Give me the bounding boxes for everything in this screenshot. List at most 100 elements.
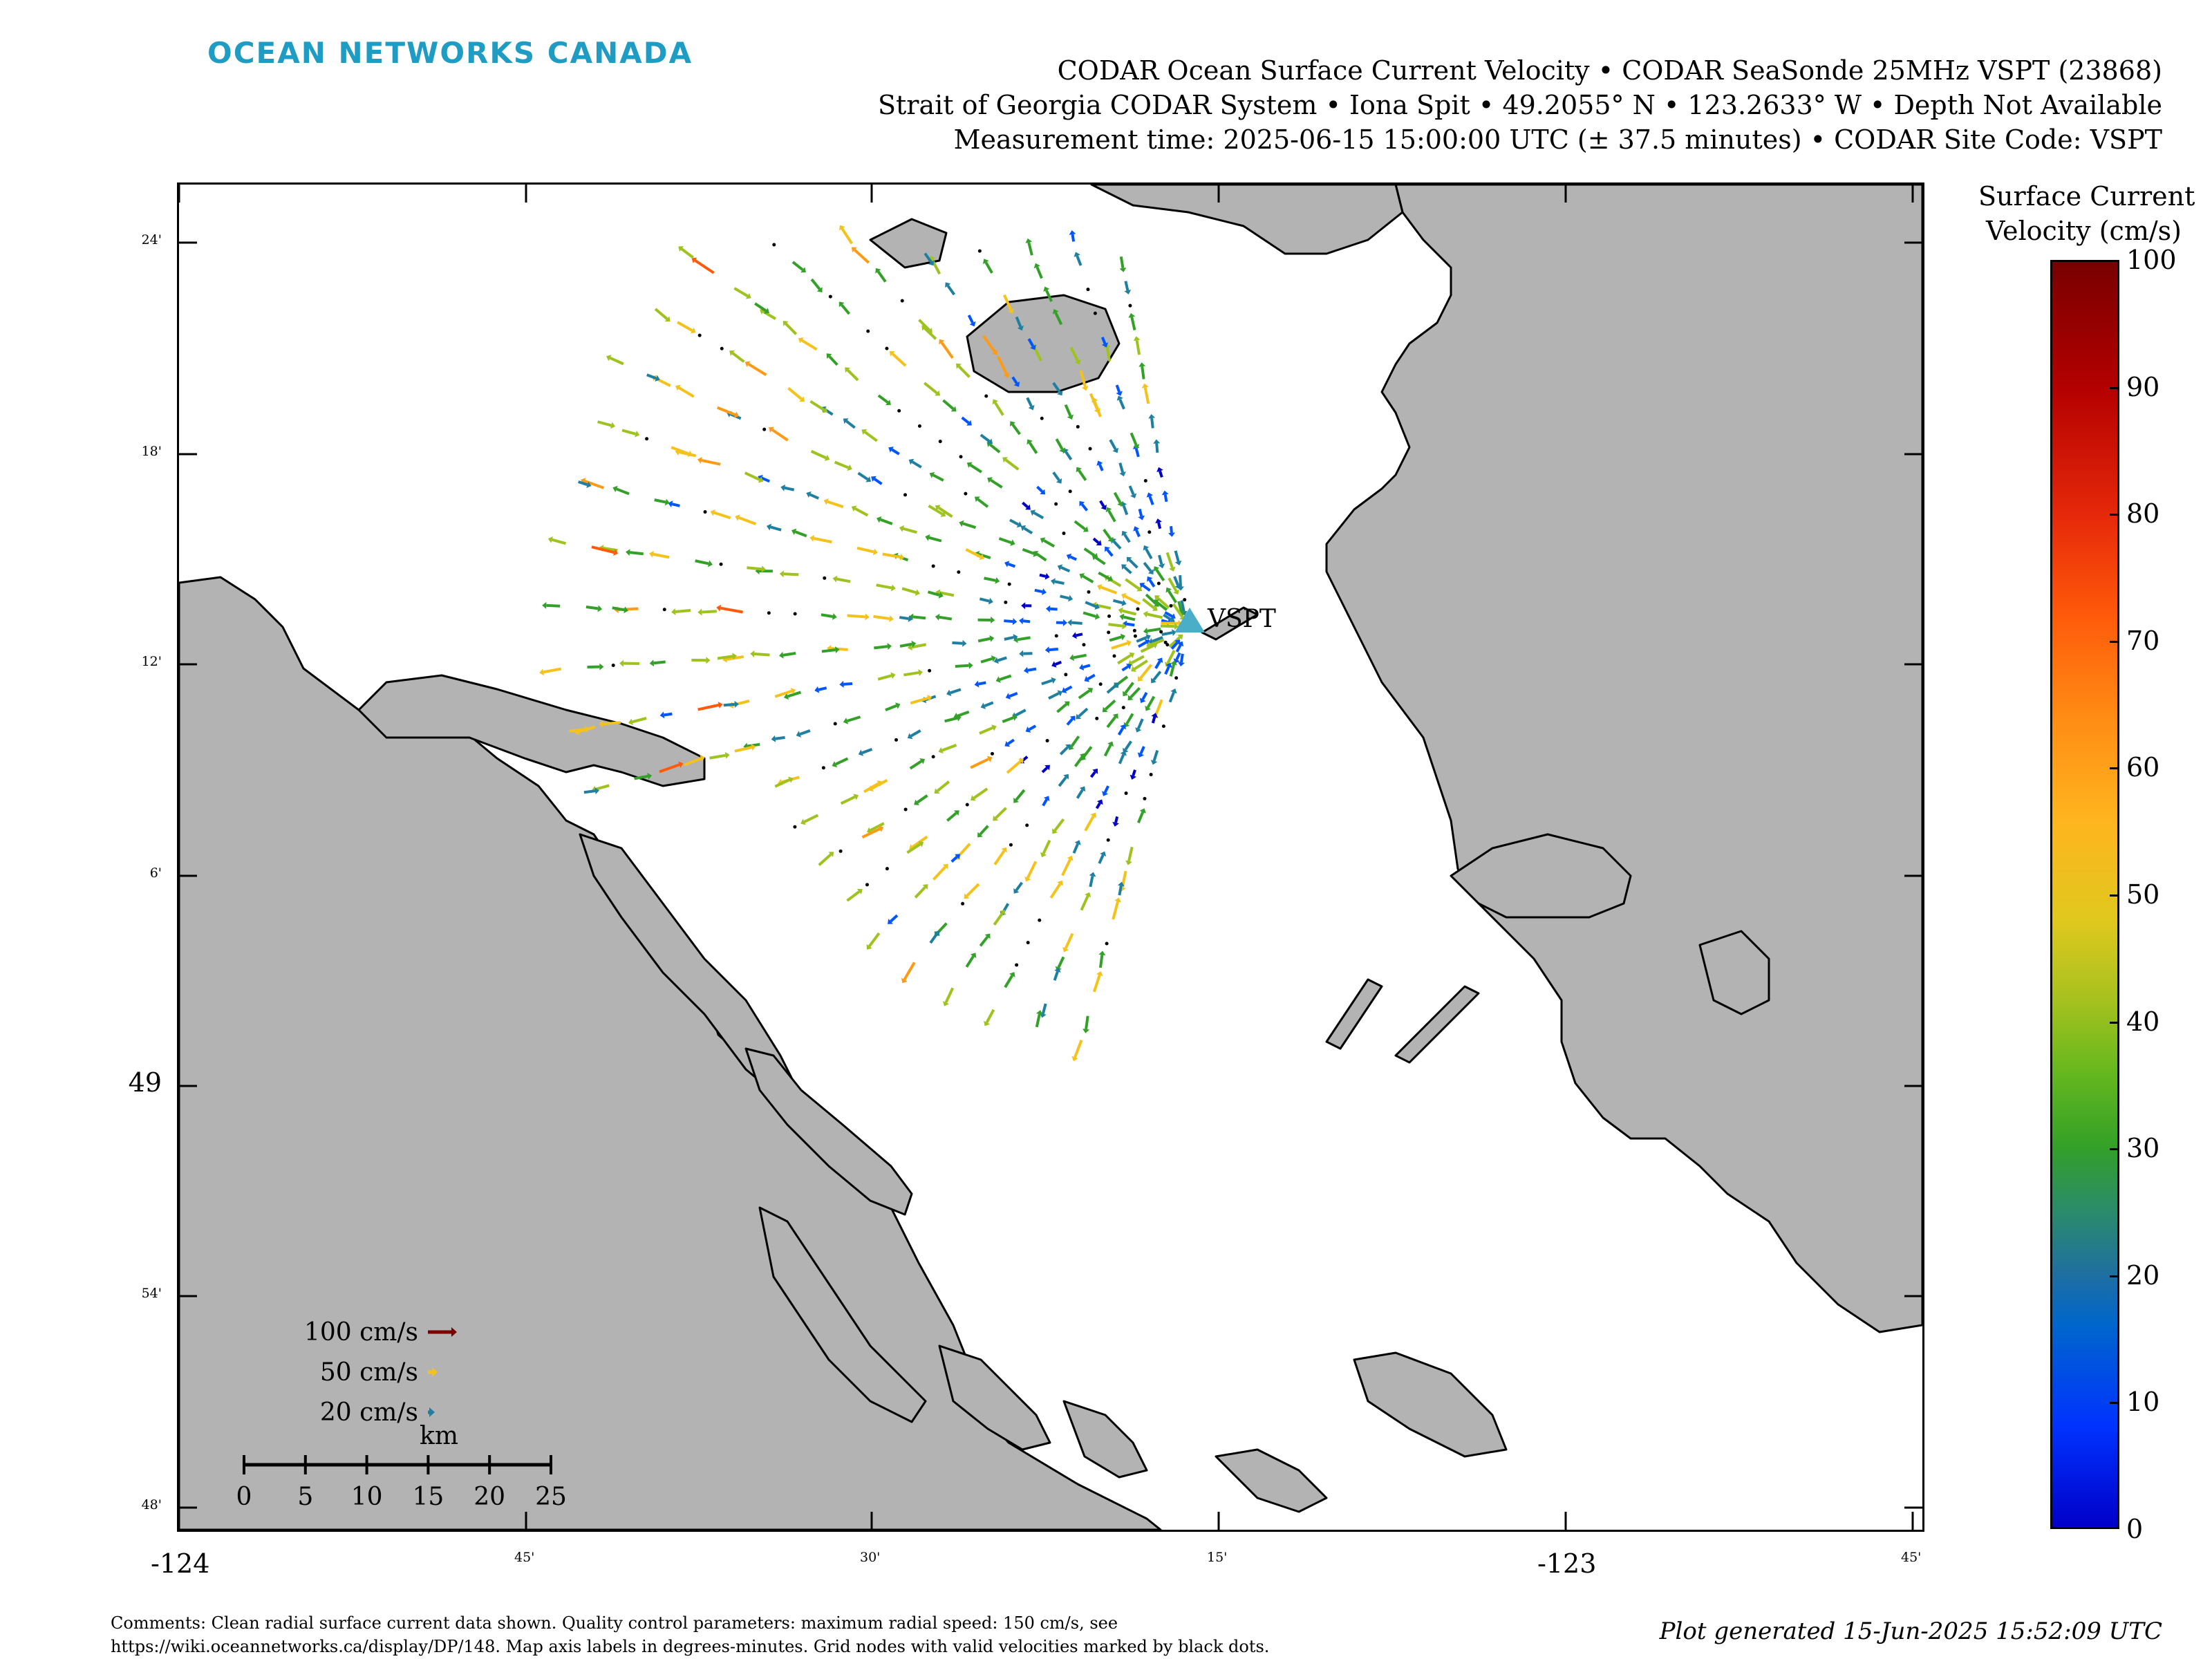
current-vector — [885, 704, 897, 712]
current-vector — [677, 321, 693, 332]
current-vector — [671, 446, 690, 456]
current-vector-head — [1120, 751, 1127, 756]
colorbar-label: 0 — [2126, 1514, 2144, 1544]
current-vector-head — [1117, 500, 1123, 507]
current-vector-head — [927, 695, 932, 702]
current-vector-head — [1137, 752, 1144, 758]
current-vector — [1092, 975, 1101, 993]
current-vector-head — [1161, 490, 1169, 496]
plot-title-line1: CODAR Ocean Surface Current Velocity • C… — [1057, 55, 2162, 86]
current-vector-head — [664, 498, 670, 506]
current-vector-head — [1079, 573, 1085, 579]
colorbar-tick — [2110, 1275, 2119, 1277]
current-vector-head — [991, 616, 995, 624]
current-vector-head — [1150, 760, 1158, 765]
current-vector-head — [956, 363, 962, 369]
current-vector-head — [1082, 526, 1089, 532]
current-vector-head — [664, 316, 671, 322]
current-vector — [962, 522, 977, 529]
current-vector — [1155, 443, 1159, 453]
current-vector-head — [1030, 509, 1036, 516]
current-vector — [654, 498, 666, 504]
land-vancouver-island — [179, 576, 1162, 1530]
grid-node-dot — [1156, 581, 1161, 585]
current-vector — [1118, 885, 1123, 896]
grid-node-dot — [1132, 628, 1136, 632]
vector-legend-arrowhead — [451, 1327, 457, 1337]
current-vector — [803, 814, 819, 823]
current-vector — [994, 402, 1004, 416]
current-vector-head — [1148, 413, 1156, 419]
current-vector-head — [1139, 697, 1146, 704]
current-vector — [1080, 503, 1089, 512]
grid-node-dot — [1147, 530, 1152, 534]
current-vector — [1100, 585, 1118, 594]
current-vector-head — [832, 761, 838, 768]
current-vector — [1128, 559, 1138, 569]
current-vector-head — [1116, 395, 1123, 401]
current-vector-head — [890, 584, 896, 592]
station-marker[interactable]: VSPT — [1174, 605, 1276, 633]
current-vector-head — [1052, 309, 1059, 315]
current-vector — [1160, 624, 1175, 628]
current-vector — [950, 855, 958, 863]
grid-node-dot — [1038, 918, 1042, 922]
current-vector — [1089, 393, 1099, 410]
current-vector-head — [871, 476, 877, 482]
grid-node-dot — [1086, 288, 1090, 292]
current-vector — [914, 886, 926, 899]
grid-node-dot — [823, 576, 827, 580]
current-vector-head — [974, 680, 980, 688]
grid-node-dot — [866, 329, 870, 333]
current-vector — [1130, 317, 1136, 331]
grid-node-dot — [1136, 607, 1140, 611]
current-vector-head — [822, 406, 828, 413]
current-vector-head — [986, 756, 993, 762]
grid-node-dot — [1133, 634, 1137, 638]
current-vector-head — [613, 549, 619, 556]
current-vector-head — [1143, 610, 1148, 618]
current-vector-head — [888, 447, 894, 453]
land-gulf-island-5 — [1062, 1400, 1148, 1479]
current-vector-head — [597, 605, 603, 612]
current-vector — [978, 552, 991, 560]
current-vector-head — [911, 640, 917, 648]
current-vector — [1027, 667, 1037, 672]
current-vector — [1084, 815, 1095, 832]
map-panel[interactable]: VSPT 100 cm/s 50 cm/s 20 cm/s km 0 5 10 15 20 25 — [177, 182, 1924, 1532]
current-vector-head — [733, 411, 740, 418]
current-vector — [1017, 636, 1031, 641]
current-vector — [942, 399, 955, 410]
current-vector — [1087, 673, 1096, 680]
current-vector-head — [861, 429, 868, 435]
grid-node-dot — [1025, 823, 1029, 827]
current-vector — [944, 987, 955, 1004]
land-gulf-island-2 — [744, 1047, 913, 1216]
current-vector — [1042, 798, 1048, 807]
current-vector — [1152, 671, 1162, 681]
current-vector-head — [1043, 286, 1050, 292]
current-vector — [1092, 537, 1100, 544]
current-vector-head — [790, 687, 796, 695]
current-vector — [1078, 689, 1091, 700]
current-vector-head — [800, 818, 806, 825]
current-vector-head — [832, 613, 837, 620]
current-vector-head — [1102, 706, 1108, 713]
current-vector-head — [734, 700, 739, 708]
current-vector-head — [710, 509, 715, 516]
current-vector-head — [1096, 799, 1103, 805]
current-vector — [734, 746, 752, 753]
current-vector-head — [1107, 575, 1113, 582]
current-vector — [1155, 569, 1165, 582]
current-vector — [684, 757, 702, 767]
current-vector — [609, 356, 624, 366]
current-vector-head — [1153, 601, 1159, 607]
current-vector — [939, 591, 955, 597]
current-vector — [1159, 470, 1163, 478]
current-vector-head — [907, 733, 913, 740]
current-vector-head — [1158, 563, 1165, 569]
station-triangle-icon[interactable] — [1174, 608, 1205, 632]
current-vector-head — [945, 282, 951, 288]
grid-node-dot — [1009, 843, 1013, 847]
current-vector-head — [889, 350, 895, 357]
